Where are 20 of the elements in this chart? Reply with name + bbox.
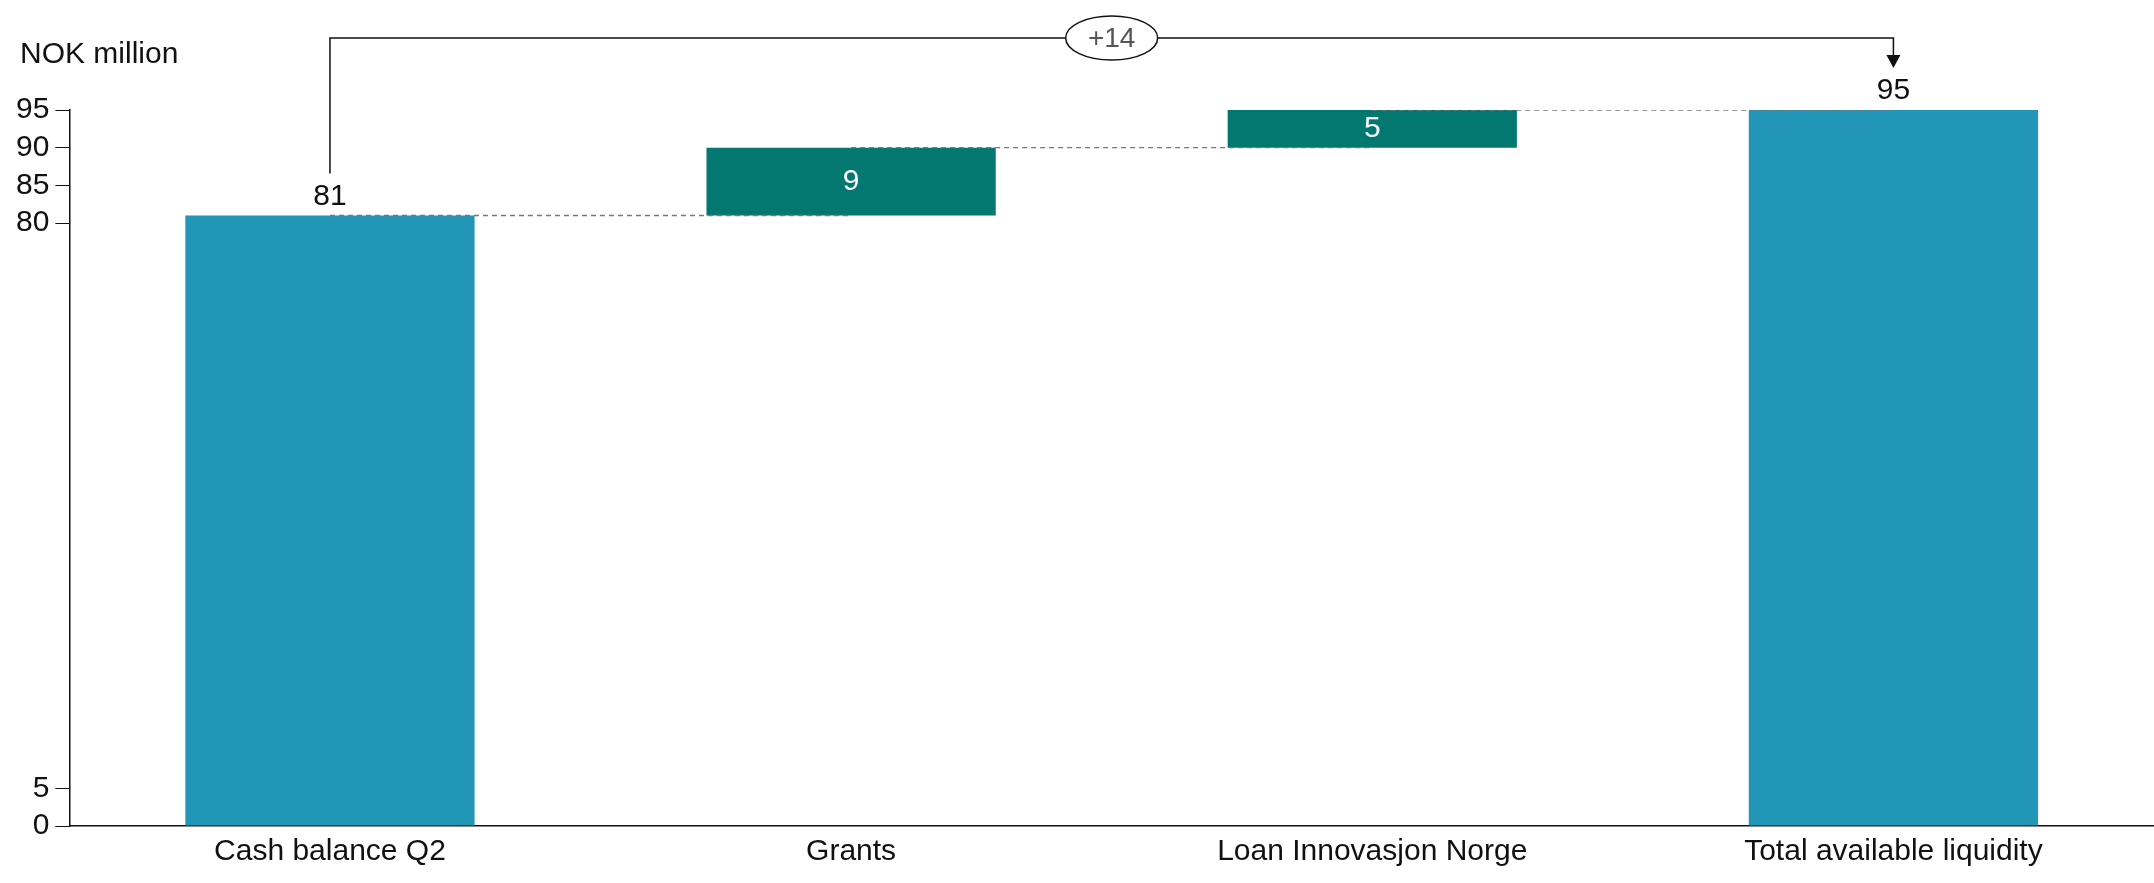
bar <box>1227 110 1517 148</box>
text: +14 <box>1087 21 1136 53</box>
bar <box>706 147 996 216</box>
x-tick-label: Grants <box>806 833 897 867</box>
y-tick-label: 90 <box>15 128 50 162</box>
data-label: 5 <box>1363 110 1381 144</box>
data-label: 95 <box>1876 72 1911 106</box>
y-tick-label: 0 <box>32 807 50 841</box>
y-tick-label: 85 <box>15 166 50 200</box>
bar <box>185 215 475 826</box>
x-tick-label: Loan Innovasjon Norge <box>1217 833 1528 867</box>
x-tick-label: Cash balance Q2 <box>214 833 446 867</box>
y-axis-title: NOK million <box>20 36 179 70</box>
y-tick-label: 95 <box>15 91 50 125</box>
x-tick-label: Total available liquidity <box>1744 833 2043 867</box>
data-label: 81 <box>313 177 347 211</box>
bar <box>1748 110 2039 826</box>
y-tick-label: 5 <box>32 769 50 803</box>
y-tick-label: 80 <box>15 204 50 238</box>
data-label: 9 <box>842 162 860 196</box>
